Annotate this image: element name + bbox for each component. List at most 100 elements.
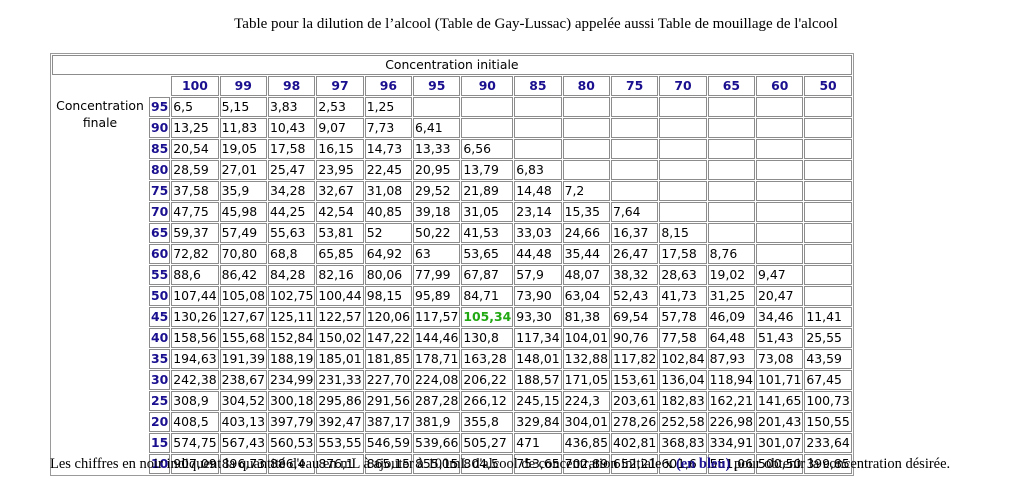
column-header: 85: [514, 76, 562, 96]
table-cell: 64,48: [707, 328, 756, 348]
table-cell: 408,5: [171, 412, 219, 432]
table-cell: 132,88: [562, 349, 610, 369]
table-cell: 35,9: [219, 181, 267, 201]
table-cell: 2,53: [316, 97, 364, 117]
table-cell: 52,43: [610, 286, 659, 306]
table-cell: 47,75: [171, 202, 219, 222]
table-cell: 6,83: [514, 160, 562, 180]
table-cell: 107,44: [171, 286, 219, 306]
table-cell: [659, 139, 707, 159]
table-cell: 500,50: [756, 454, 804, 474]
table-cell: 163,28: [461, 349, 514, 369]
table-cell: 69,54: [610, 307, 659, 327]
table-cell: [707, 118, 756, 138]
table-row: 30 242,38 238,67 234,99 231,33 227,70 224,08 20…: [52, 370, 852, 390]
table-cell: 20,54: [171, 139, 219, 159]
table-cell: 227,70: [364, 370, 413, 390]
table-cell: 355,8: [461, 412, 514, 432]
row-header: 20: [149, 412, 171, 432]
column-header: 97: [316, 76, 364, 96]
table-cell: 567,43: [219, 433, 267, 453]
table-cell: 59,37: [171, 223, 219, 243]
table-cell: 201,43: [756, 412, 804, 432]
footnote-text-end: pour obtenir la concentration désirée.: [730, 456, 951, 472]
table-cell: 27,01: [219, 160, 267, 180]
table-cell: 48,07: [562, 265, 610, 285]
table-row: 25 308,9 304,52 300,18 295,86 291,56 287,28 266…: [52, 391, 852, 411]
table-cell: [562, 118, 610, 138]
table-cell: 141,65: [756, 391, 804, 411]
table-cell: [610, 97, 659, 117]
row-header: 75: [149, 181, 171, 201]
row-header: 95: [149, 97, 171, 117]
table-cell: 80,06: [364, 265, 413, 285]
table-cell: [659, 97, 707, 117]
table-cell: [707, 139, 756, 159]
table-cell: 399,85: [804, 454, 852, 474]
table-cell: 242,38: [171, 370, 219, 390]
table-cell: [804, 265, 852, 285]
table-cell: 231,33: [316, 370, 364, 390]
table-cell: 101,71: [756, 370, 804, 390]
table-cell: 16,37: [610, 223, 659, 243]
table-cell: 120,06: [364, 307, 413, 327]
table-cell: 287,28: [413, 391, 461, 411]
table-cell: [610, 118, 659, 138]
table-cell: [804, 160, 852, 180]
table-cell: [804, 244, 852, 264]
table-cell: 102,84: [659, 349, 707, 369]
table-cell: 876,1: [316, 454, 364, 474]
table-row: 40 158,56 155,68 152,84 150,02 147,22 144,46 13…: [52, 328, 852, 348]
table-row: 55 88,6 86,42 84,28 82,16 80,06 77,99 67,87 57,9…: [52, 265, 852, 285]
table-row: 75 37,58 35,9 34,28 32,67 31,08 29,52 21,89 14,4…: [52, 181, 852, 201]
table-cell: 41,73: [659, 286, 707, 306]
table-cell: 865,15: [364, 454, 413, 474]
table-cell: [756, 181, 804, 201]
table-cell: [514, 118, 562, 138]
table-cell: [707, 181, 756, 201]
table-cell: [804, 139, 852, 159]
table-cell: 9,07: [316, 118, 364, 138]
table-cell: 224,3: [562, 391, 610, 411]
table-cell: 233,64: [804, 433, 852, 453]
table-cell: 178,71: [413, 349, 461, 369]
table-cell: 266,12: [461, 391, 514, 411]
row-header: 50: [149, 286, 171, 306]
table-cell: 147,22: [364, 328, 413, 348]
table-cell: 907,09: [171, 454, 219, 474]
table-cell: [659, 202, 707, 222]
table-cell: 304,52: [219, 391, 267, 411]
row-header: 25: [149, 391, 171, 411]
table-cell: [562, 160, 610, 180]
table-cell: [707, 223, 756, 243]
table-cell: 26,47: [610, 244, 659, 264]
table-row: Concentration finale 95 6,5 5,15 3,83 2,53 1,2…: [52, 97, 852, 130]
table-cell: 117,57: [413, 307, 461, 327]
table-cell: 546,59: [364, 433, 413, 453]
table-cell: 7,2: [562, 181, 610, 201]
table-cell: 29,52: [413, 181, 461, 201]
table-row: 80 28,59 27,01 25,47 23,95 22,45 20,95 13,79 6,8…: [52, 160, 852, 180]
table-cell: 44,25: [267, 202, 316, 222]
table-cell: 21,89: [461, 181, 514, 201]
row-header: 10: [149, 454, 171, 474]
table-cell: 24,66: [562, 223, 610, 243]
table-cell: [413, 97, 461, 117]
table-cell: 471: [514, 433, 562, 453]
table-cell: 16,15: [316, 139, 364, 159]
table-cell: 42,54: [316, 202, 364, 222]
table-cell: 702,89: [562, 454, 610, 474]
table-cell: 15,35: [562, 202, 610, 222]
table-cell: 206,22: [461, 370, 514, 390]
table-cell: 44,48: [514, 244, 562, 264]
table-row: 60 72,82 70,80 68,8 65,85 64,92 63 53,65 44,48 35…: [52, 244, 852, 264]
table-cell: 11,83: [219, 118, 267, 138]
column-header: 90: [461, 76, 514, 96]
table-cell: [707, 160, 756, 180]
table-cell: 31,05: [461, 202, 514, 222]
table-cell: 191,39: [219, 349, 267, 369]
row-header: 40: [149, 328, 171, 348]
table-cell: [804, 118, 852, 138]
table-cell: [610, 160, 659, 180]
table-cell: 182,83: [659, 391, 707, 411]
